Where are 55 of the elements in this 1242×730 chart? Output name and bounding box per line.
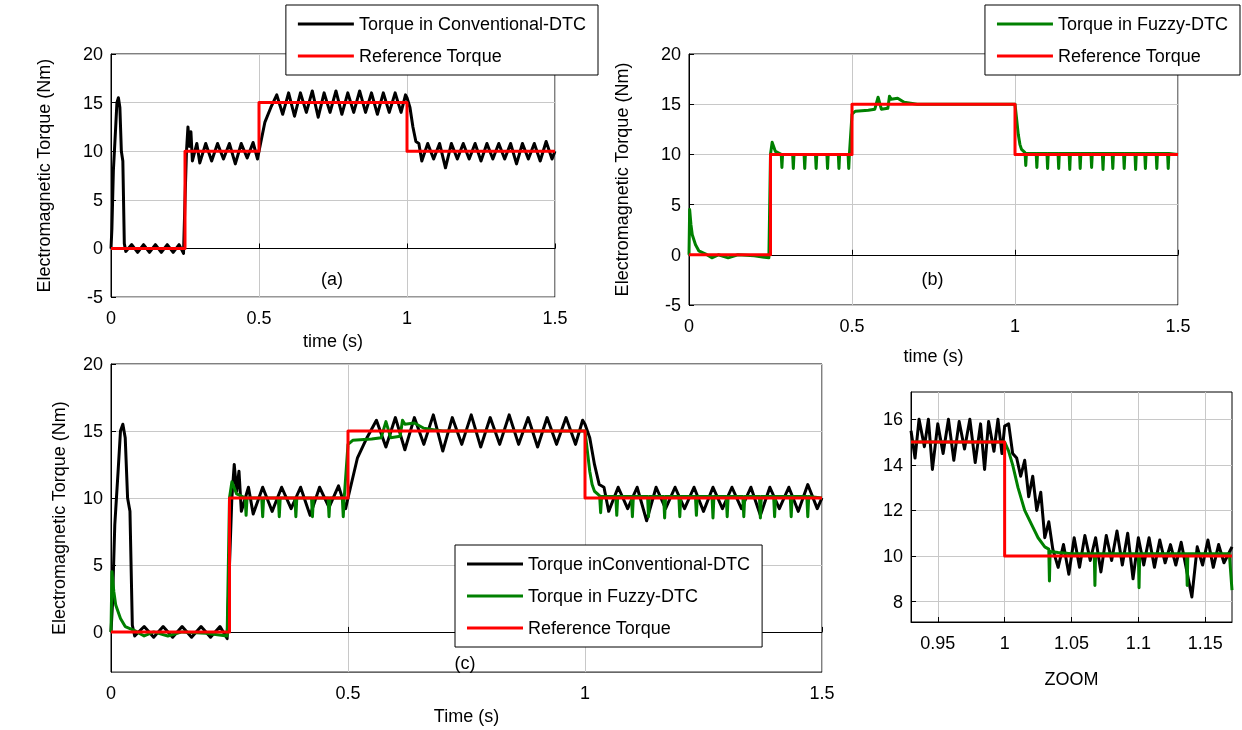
y-tick-label: 20 [82,44,103,64]
y-tick-label: 15 [660,94,681,115]
y-tick-label: 20 [82,354,103,374]
x-tick-label: 0 [105,683,117,704]
x-tick-label: 0 [105,308,117,329]
legend-label: Reference Torque [528,618,671,638]
y-axis-title: Electromagnetic Torque (Nm) [49,401,69,635]
x-tick-label: 1.5 [542,308,568,329]
y-axis-title: Electromagnetic Torque (Nm) [612,62,632,297]
y-tick-label: 12 [882,500,904,521]
x-axis-title: Time (s) [433,706,500,726]
legend-label: Torque inConventional-DTC [528,554,751,574]
y-tick-label: 10 [82,141,103,162]
x-tick-label: 1 [1009,316,1021,336]
y-axis-title: Electromagnetic Torque (Nm) [34,58,54,293]
x-axis-title: time (s) [303,331,363,351]
x-tick-label: 0.5 [246,308,272,329]
x-tick-label: 1.05 [1053,633,1090,653]
x-axis-title: ZOOM [1044,669,1099,689]
y-tick-label: 5 [92,554,103,575]
legend-label: Torque in Fuzzy-DTC [528,586,699,606]
legend-label: Torque in Fuzzy-DTC [1057,14,1228,34]
y-tick-label: -5 [86,287,103,308]
y-tick-label: 10 [82,487,103,508]
x-tick-label: 1 [999,633,1010,653]
y-tick-label: 16 [882,409,904,430]
x-tick-label: 0.95 [920,633,956,653]
x-tick-label: 1 [401,308,413,329]
annotation: (c) [454,653,476,674]
legend-label: Reference Torque [1057,46,1201,66]
y-tick-label: 0 [92,238,103,259]
y-tick-label: 15 [82,420,103,441]
y-tick-label: 8 [893,591,904,612]
x-tick-label: 0 [683,316,695,336]
x-tick-label: 1.5 [809,683,835,704]
y-tick-label: 10 [882,545,904,566]
legend-label: Torque in Conventional-DTC [358,14,586,34]
y-tick-label: -5 [664,295,681,315]
y-tick-label: 10 [660,144,681,165]
x-tick-label: 1.5 [1165,316,1191,336]
y-tick-label: 5 [670,194,681,215]
y-tick-label: 20 [660,44,681,64]
legend-label: Reference Torque [358,46,502,66]
x-tick-label: 1.15 [1187,633,1223,653]
annotation: (a) [321,268,343,289]
x-tick-label: 0.5 [839,316,865,336]
annotation: (b) [921,268,944,289]
y-tick-label: 15 [82,92,103,113]
x-axis-title: time (s) [903,346,964,366]
y-tick-label: 14 [882,454,904,475]
x-tick-label: 1 [579,683,591,704]
x-tick-label: 0.5 [335,683,361,704]
y-tick-label: 5 [92,189,103,210]
x-tick-label: 1.1 [1125,633,1151,653]
y-tick-label: 0 [670,244,681,265]
